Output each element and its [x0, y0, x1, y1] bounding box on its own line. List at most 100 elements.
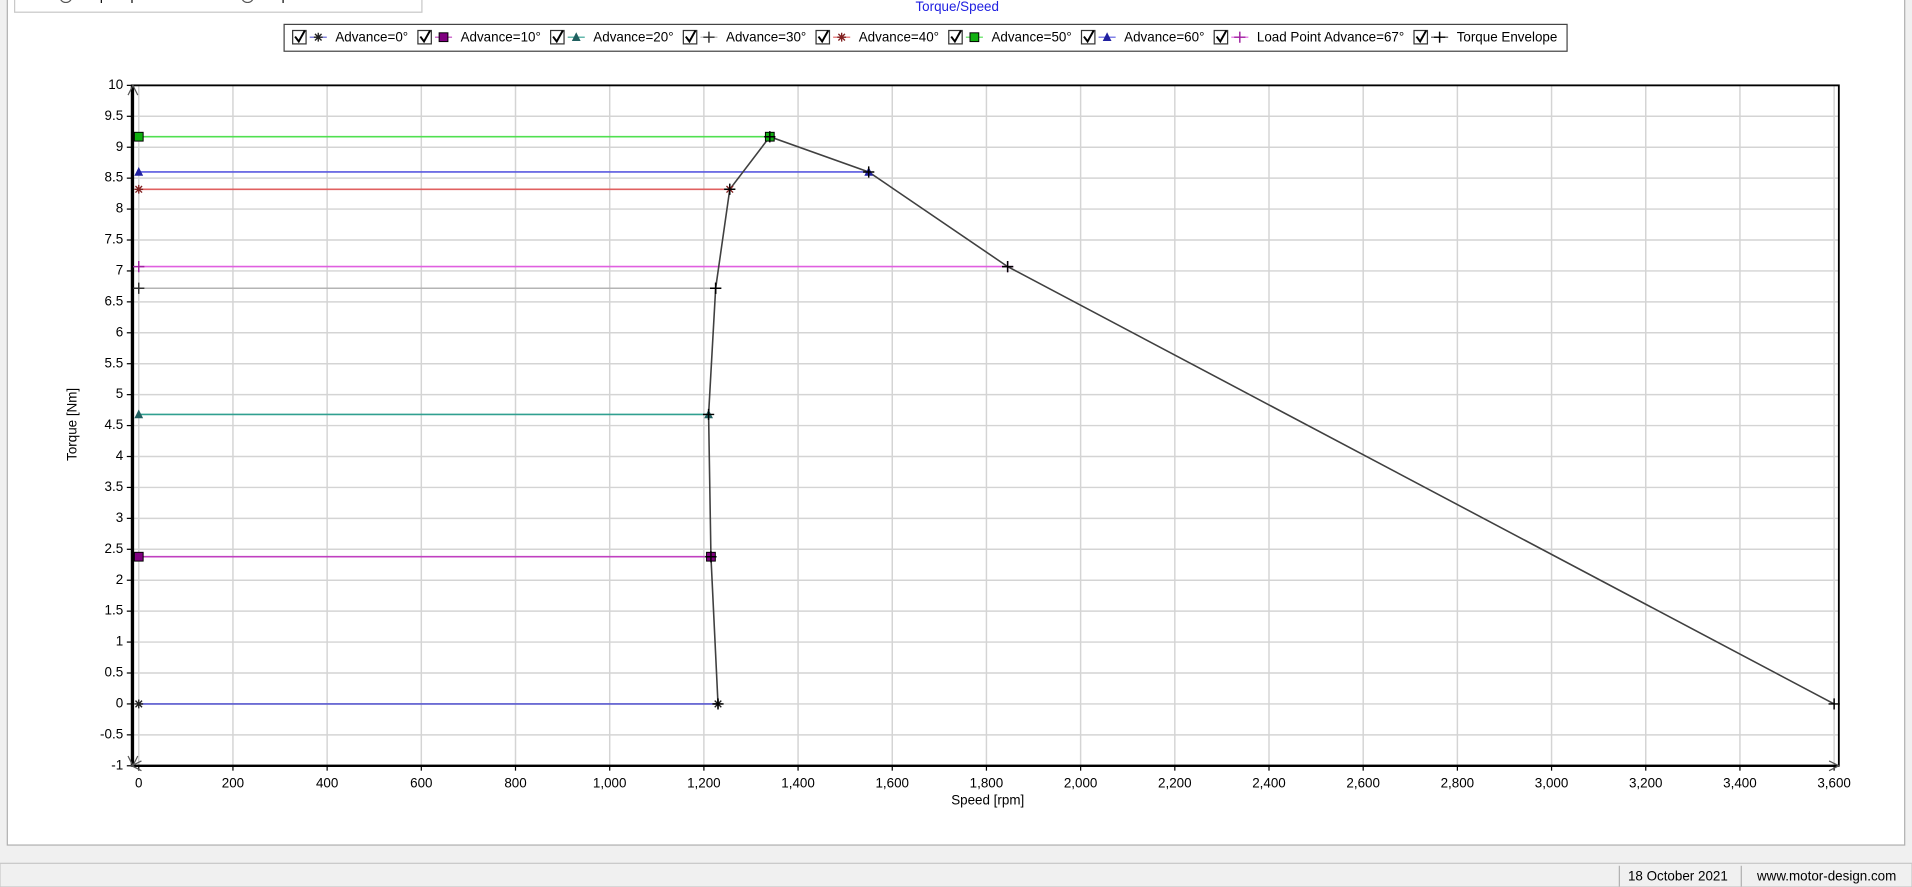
legend-label[interactable]: Advance=10° — [461, 29, 541, 44]
marker-shape — [837, 32, 847, 42]
y-tick-label: 2.5 — [105, 541, 124, 556]
marker — [134, 699, 144, 709]
marker — [134, 166, 144, 176]
legend-label[interactable]: Advance=30° — [726, 29, 806, 44]
status-bar — [0, 862, 1912, 887]
legend: Advance=0° Advance=10° Advance=20° Advance=… — [283, 23, 1568, 52]
axis-arrow — [130, 760, 1841, 772]
y-tick-label: 6 — [116, 324, 123, 339]
marker-shape — [133, 260, 145, 273]
legend-label[interactable]: Advance=50° — [991, 29, 1071, 44]
legend-entry[interactable]: Advance=10° — [417, 29, 541, 45]
marker-shape — [1828, 698, 1840, 710]
marker — [133, 551, 144, 562]
radio-button[interactable] — [241, 0, 254, 4]
marker — [705, 551, 717, 563]
marker-shape — [1002, 260, 1014, 273]
legend-entry[interactable]: Advance=60° — [1080, 29, 1204, 45]
marker — [764, 131, 776, 143]
marker — [724, 183, 736, 195]
y-axis-label: Torque [Nm] — [65, 388, 80, 461]
marker — [133, 260, 145, 273]
marker — [134, 409, 144, 419]
y-tick-label: 3 — [116, 510, 123, 525]
legend-label[interactable]: Load Point Advance=67° — [1257, 29, 1404, 44]
marker-shape — [438, 32, 449, 43]
marker-shape — [702, 408, 715, 421]
status-website: www.motor-design.com — [1756, 868, 1896, 883]
y-tick-label: -1 — [111, 757, 123, 772]
chart-title: Torque/Speed — [915, 0, 998, 14]
marker-shape — [703, 31, 715, 43]
radio-group — [14, 0, 423, 13]
checkmark — [1083, 30, 1095, 44]
marker — [712, 698, 724, 710]
marker — [710, 282, 722, 294]
radio-label[interactable]: Torque/Speed — [77, 0, 160, 3]
y-tick-label: 0.5 — [105, 665, 124, 680]
y-tick-label: 4 — [116, 448, 124, 463]
marker-shape — [764, 131, 776, 143]
y-tick-label: 6.5 — [105, 293, 124, 308]
checkmark — [685, 30, 697, 44]
x-axis-label: Speed [rpm] — [951, 793, 1024, 808]
y-tick-label: 8.5 — [105, 170, 124, 185]
radio-label[interactable]: Torque/Phase Advance — [259, 0, 397, 3]
marker — [1002, 260, 1014, 273]
y-tick-label: 4.5 — [105, 417, 124, 432]
marker — [1828, 698, 1840, 710]
y-tick-label: 8 — [116, 201, 123, 216]
y-tick-label: 0 — [116, 695, 123, 710]
marker-shape — [313, 32, 323, 42]
marker — [1234, 31, 1246, 43]
checkmark — [1215, 30, 1228, 44]
legend-entry[interactable]: Advance=30° — [682, 29, 806, 45]
checkmark — [552, 30, 564, 44]
marker — [863, 166, 875, 178]
marker — [571, 32, 581, 41]
y-tick-label: 1.5 — [105, 603, 124, 618]
legend-label[interactable]: Advance=0° — [335, 29, 408, 44]
x-tick-label: 2,200 — [1158, 776, 1192, 791]
status-date: 18 October 2021 — [1628, 868, 1728, 883]
legend-label[interactable]: Advance=60° — [1124, 29, 1204, 44]
radio-button[interactable] — [60, 0, 72, 4]
grid: -1 -0.5 0 0.5 1 1.5 2 2.5 3 3.5 4 4.5 5 5.5 6 6.5 7 7.5 8 8… — [100, 77, 1851, 791]
marker-shape — [133, 551, 144, 562]
marker-shape — [712, 698, 724, 710]
legend-entry[interactable]: Load Point Advance=67° — [1213, 29, 1404, 45]
marker-shape — [705, 551, 717, 563]
marker-shape — [1102, 32, 1112, 41]
legend-entry[interactable]: Advance=20° — [550, 29, 674, 45]
marker — [313, 32, 323, 42]
x-tick-label: 3,000 — [1535, 776, 1569, 791]
legend-label[interactable]: Advance=20° — [593, 29, 673, 44]
y-tick-label: 9 — [116, 139, 123, 154]
checkmark — [950, 30, 962, 44]
y-tick-label: 5 — [116, 386, 123, 401]
x-tick-label: 400 — [316, 776, 338, 791]
marker — [969, 32, 980, 43]
y-tick-label: 7 — [116, 262, 123, 277]
legend-entry[interactable]: Torque Envelope — [1413, 29, 1558, 45]
x-tick-label: 1,600 — [875, 776, 909, 791]
x-tick-label: 2,800 — [1441, 776, 1475, 791]
checkmark — [419, 30, 431, 44]
y-tick-label: 1 — [116, 634, 123, 649]
x-tick-label: 600 — [410, 776, 432, 791]
legend-entry[interactable]: Advance=50° — [948, 29, 1072, 45]
x-tick-label: 0 — [135, 776, 142, 791]
legend-entry[interactable]: Advance=40° — [815, 29, 939, 45]
legend-label[interactable]: Torque Envelope — [1457, 29, 1558, 44]
y-tick-label: 3.5 — [105, 479, 124, 494]
marker — [133, 131, 144, 142]
legend-entry[interactable]: Advance=0° — [292, 29, 409, 45]
x-tick-label: 3,200 — [1629, 776, 1663, 791]
marker-shape — [133, 282, 145, 294]
x-tick-label: 1,400 — [781, 776, 815, 791]
marker — [1102, 32, 1112, 41]
marker-shape — [724, 183, 736, 195]
legend-label[interactable]: Advance=40° — [859, 29, 939, 44]
marker-shape — [571, 32, 581, 41]
